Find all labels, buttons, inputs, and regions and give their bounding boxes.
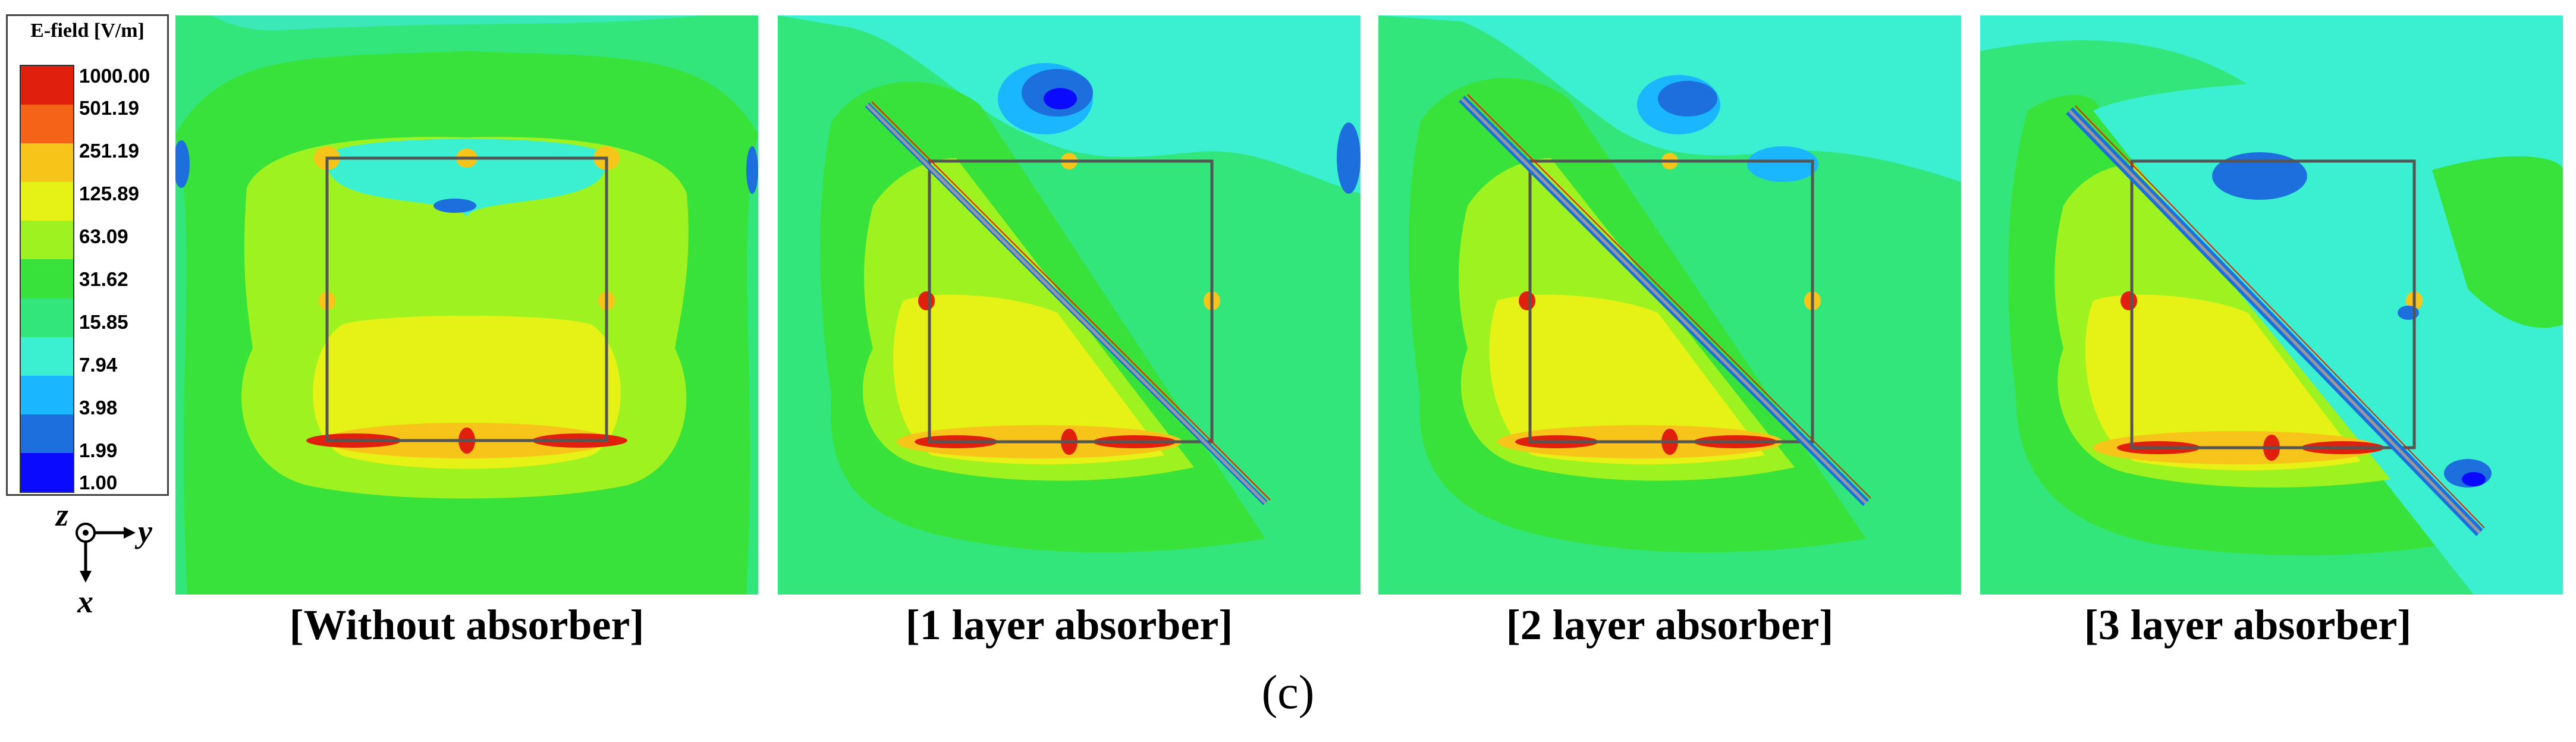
panel-caption-3-layer: [3 layer absorber] [2084, 601, 2412, 649]
colorbar-segment [21, 259, 73, 298]
subfigure-label: (c) [1261, 666, 1315, 719]
colorbar [20, 65, 74, 493]
colorbar-segment [21, 414, 73, 453]
axis-z-label: z [55, 499, 68, 533]
axes-indicator: z y x [55, 499, 153, 618]
colorbar-legend: E-field [V/m] 1000.00 501.19 251.19 125.89 6… [6, 14, 169, 496]
legend-tick-label: 1.99 [79, 439, 118, 461]
legend-tick-label: 63.09 [79, 225, 128, 247]
field-map-panel-1-layer [778, 15, 1361, 595]
legend-title: E-field [V/m] [30, 20, 144, 42]
colorbar-segment [21, 221, 73, 260]
panel-caption-2-layer: [2 layer absorber] [1506, 601, 1834, 649]
colorbar-segment [21, 375, 73, 414]
colorbar-segment [21, 143, 73, 183]
legend-tick-label: 125.89 [79, 183, 139, 205]
legend-tick-label: 1.00 [79, 471, 118, 493]
colorbar-segment [21, 66, 73, 105]
panel-caption-no-absorber: [Without absorber] [289, 601, 645, 649]
colorbar-segment [21, 182, 73, 221]
legend-tick-label: 501.19 [79, 97, 139, 119]
colorbar-segment [21, 298, 73, 337]
field-map-panel-3-layer [1980, 15, 2563, 595]
legend-tick-label: 7.94 [79, 354, 118, 376]
legend-tick-label: 3.98 [79, 397, 118, 419]
field-map-panel-2-layer [1378, 15, 1961, 595]
colorbar-segment [21, 105, 73, 144]
legend-tick-label: 15.85 [79, 311, 128, 333]
axis-y-label: y [134, 514, 153, 549]
field-map-panel-no-absorber [175, 15, 758, 595]
colorbar-segment [21, 452, 73, 492]
panel-caption-1-layer: [1 layer absorber] [905, 601, 1233, 649]
out-of-plane-icon [76, 523, 96, 543]
colorbar-segment [21, 337, 73, 376]
axis-x-label: x [77, 584, 93, 618]
legend-tick-label: 1000.00 [79, 65, 150, 87]
legend-tick-label: 251.19 [79, 140, 139, 162]
legend-tick-label: 31.62 [79, 268, 128, 290]
